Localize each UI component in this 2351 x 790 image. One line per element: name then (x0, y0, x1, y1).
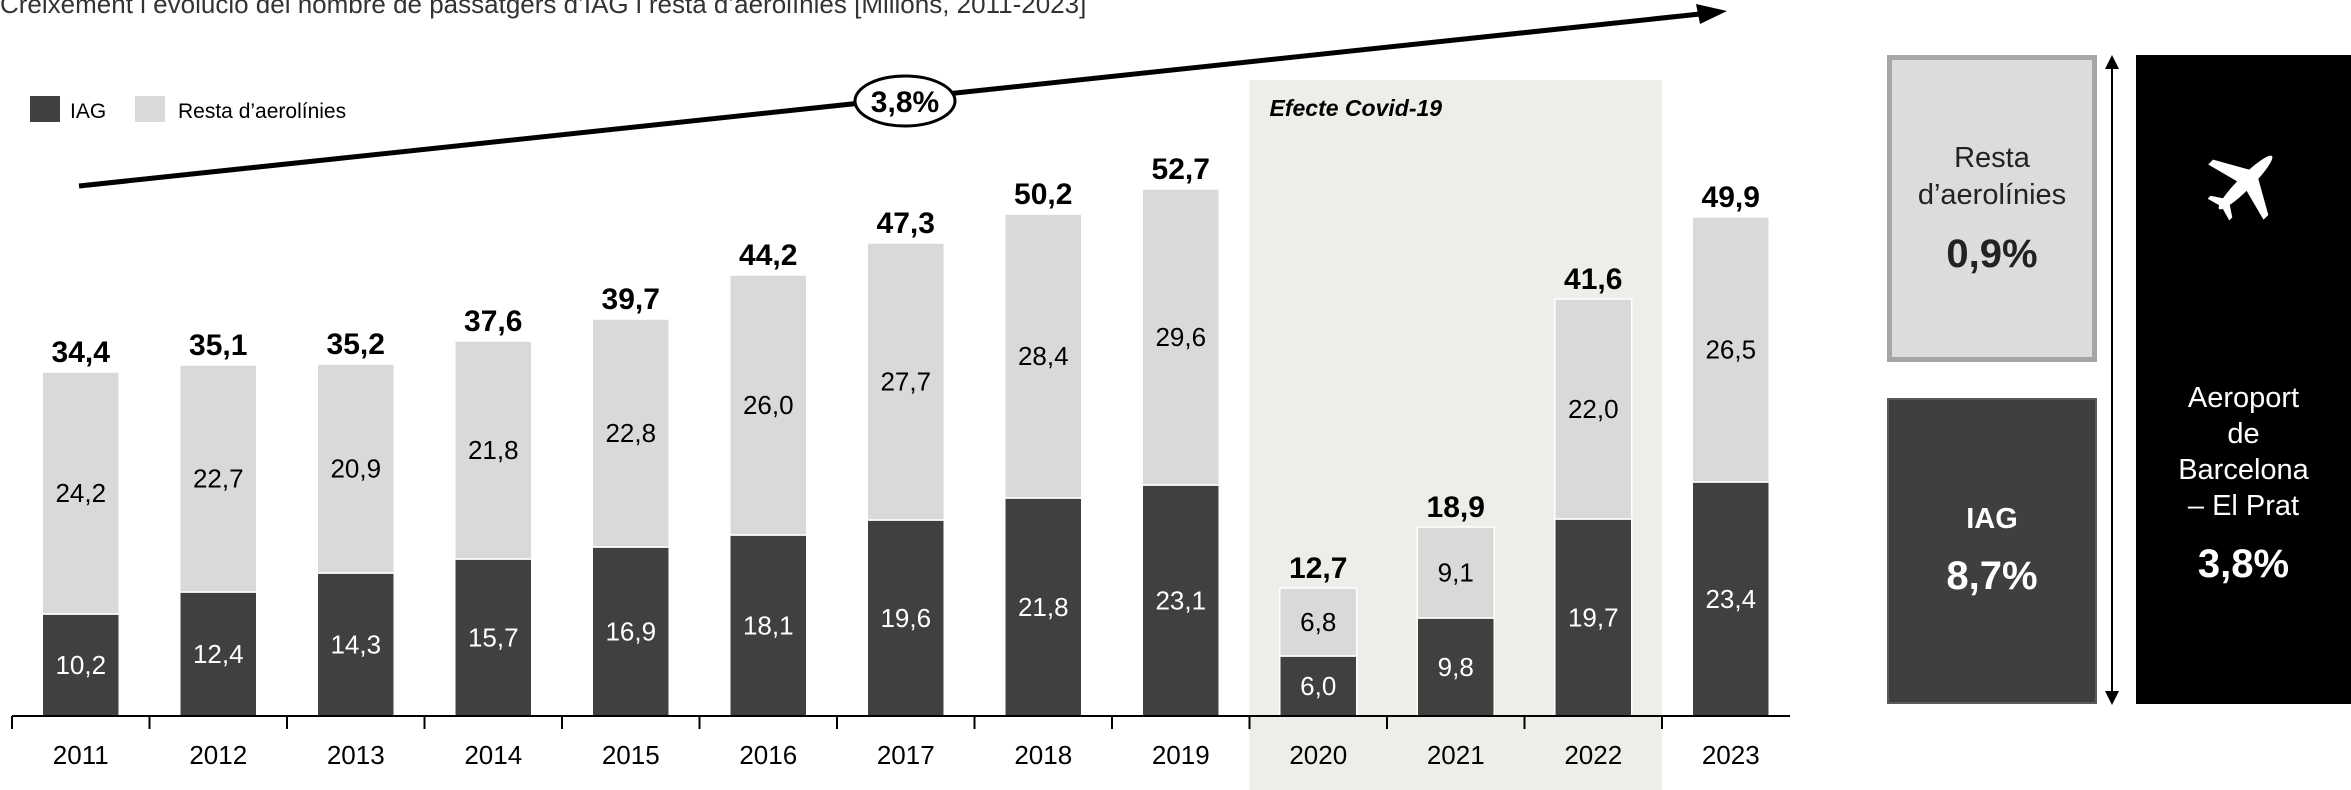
bar-rest (1141, 188, 1220, 486)
vertical-double-arrow (2105, 55, 2119, 705)
x-tick-label: 2022 (1564, 740, 1622, 770)
data-label-rest: 26,5 (1705, 335, 1756, 365)
data-label-iag: 15,7 (468, 623, 519, 653)
x-tick-label: 2012 (189, 740, 247, 770)
data-label-rest: 22,0 (1568, 394, 1619, 424)
data-label-rest: 20,9 (330, 454, 381, 484)
airplane-icon (2207, 155, 2273, 221)
data-label-total: 49,9 (1702, 181, 1760, 214)
data-label-iag: 21,8 (1018, 592, 1069, 622)
airport-growth-panel: Aeroport de Barcelona – El Prat 3,8% (2136, 55, 2351, 704)
stacked-bar-chart: Efecte Covid-19 3,8% IAG Resta d’aerolínies… (11, 4, 1790, 790)
airport-value: 3,8% (2197, 542, 2290, 586)
x-tick-label: 2013 (327, 740, 385, 770)
data-label-rest: 27,7 (880, 367, 931, 397)
data-label-rest: 26,0 (743, 390, 794, 420)
data-label-iag: 18,1 (743, 611, 794, 641)
x-tick-label: 2016 (739, 740, 797, 770)
x-tick-label: 2020 (1289, 740, 1347, 770)
bar-iag (1141, 484, 1220, 717)
chart-title: Creixement i evolució del nombre de pass… (0, 0, 1087, 19)
data-label-total: 35,1 (189, 329, 247, 362)
x-tick-label: 2021 (1427, 740, 1485, 770)
bar-rest (1004, 213, 1083, 499)
data-label-total: 41,6 (1564, 263, 1622, 296)
bar-iag (1691, 481, 1770, 717)
data-label-iag: 10,2 (55, 650, 106, 680)
data-label-total: 47,3 (877, 207, 935, 240)
data-label-total: 50,2 (1014, 178, 1072, 211)
covid-annotation: Efecte Covid-19 (1270, 95, 1443, 121)
data-label-rest: 9,1 (1438, 558, 1474, 588)
data-label-total: 39,7 (602, 283, 660, 316)
airport-label-line3: Barcelona (2178, 454, 2309, 486)
bar-rest (1279, 587, 1358, 657)
data-label-rest: 22,8 (605, 418, 656, 448)
data-label-iag: 9,8 (1438, 652, 1474, 682)
bar-rest (179, 364, 258, 593)
data-label-rest: 21,8 (468, 435, 519, 465)
legend-swatch-rest (135, 96, 165, 122)
x-tick-label: 2019 (1152, 740, 1210, 770)
data-label-rest: 28,4 (1018, 341, 1069, 371)
legend-label-iag: IAG (70, 100, 106, 123)
bar-rest (454, 340, 533, 560)
data-label-iag: 19,6 (880, 603, 931, 633)
data-label-iag: 23,1 (1155, 586, 1206, 616)
data-label-iag: 19,7 (1568, 603, 1619, 633)
bar-rest (591, 318, 670, 548)
x-tick-label: 2018 (1014, 740, 1072, 770)
bar-iag (866, 519, 945, 717)
x-tick-label: 2023 (1702, 740, 1760, 770)
legend-label-rest: Resta d’aerolínies (178, 100, 346, 123)
data-label-iag: 16,9 (605, 617, 656, 647)
data-label-total: 37,6 (464, 305, 522, 338)
data-label-iag: 6,0 (1300, 671, 1336, 701)
airport-label-line4: – El Prat (2187, 490, 2300, 522)
cagr-label: 3,8% (871, 86, 939, 119)
cagr-arrow-head (1696, 4, 1727, 24)
data-label-iag: 12,4 (193, 639, 244, 669)
legend-swatch-iag (30, 96, 60, 122)
iag-growth-panel: IAG 8,7% (1887, 398, 2097, 704)
data-label-iag: 14,3 (330, 630, 381, 660)
bar-rest (41, 371, 120, 615)
x-tick-label: 2011 (53, 740, 109, 770)
data-label-rest: 6,8 (1300, 607, 1336, 637)
bar-rest (316, 363, 395, 574)
airport-label-line1: Aeroport (2187, 382, 2300, 414)
rest-airlines-growth-panel: Resta d’aerolínies 0,9% (1887, 55, 2097, 362)
airport-label-line2: de (2227, 418, 2260, 450)
bar-rest (729, 274, 808, 536)
bar-iag (1416, 617, 1495, 717)
iag-panel-label: IAG (1966, 503, 2018, 535)
bar-rest (1416, 526, 1495, 619)
x-tick-label: 2017 (877, 740, 935, 770)
data-label-rest: 29,6 (1155, 322, 1206, 352)
x-tick-label: 2015 (602, 740, 660, 770)
data-label-iag: 23,4 (1705, 584, 1756, 614)
bar-rest (1554, 298, 1633, 520)
bar-iag (1004, 497, 1083, 717)
data-label-total: 35,2 (327, 328, 385, 361)
rest-panel-label-line2: d’aerolínies (1917, 179, 2067, 211)
x-tick-label: 2014 (464, 740, 522, 770)
data-label-total: 18,9 (1427, 491, 1485, 524)
iag-panel-value: 8,7% (1946, 554, 2038, 598)
data-label-total: 44,2 (739, 239, 797, 272)
data-label-total: 52,7 (1152, 153, 1210, 186)
bar-rest (866, 242, 945, 521)
bar-iag (591, 546, 670, 717)
bar-iag (1554, 518, 1633, 717)
data-label-rest: 22,7 (193, 464, 244, 494)
cagr-bubble (853, 74, 957, 128)
data-label-rest: 24,2 (55, 478, 106, 508)
data-label-total: 12,7 (1289, 552, 1347, 585)
data-label-total: 34,4 (52, 336, 111, 369)
rest-panel-label-line1: Resta (1954, 142, 2030, 174)
rest-panel-value: 0,9% (1946, 232, 2038, 276)
bar-iag (1279, 655, 1358, 717)
bar-rest (1691, 216, 1770, 483)
